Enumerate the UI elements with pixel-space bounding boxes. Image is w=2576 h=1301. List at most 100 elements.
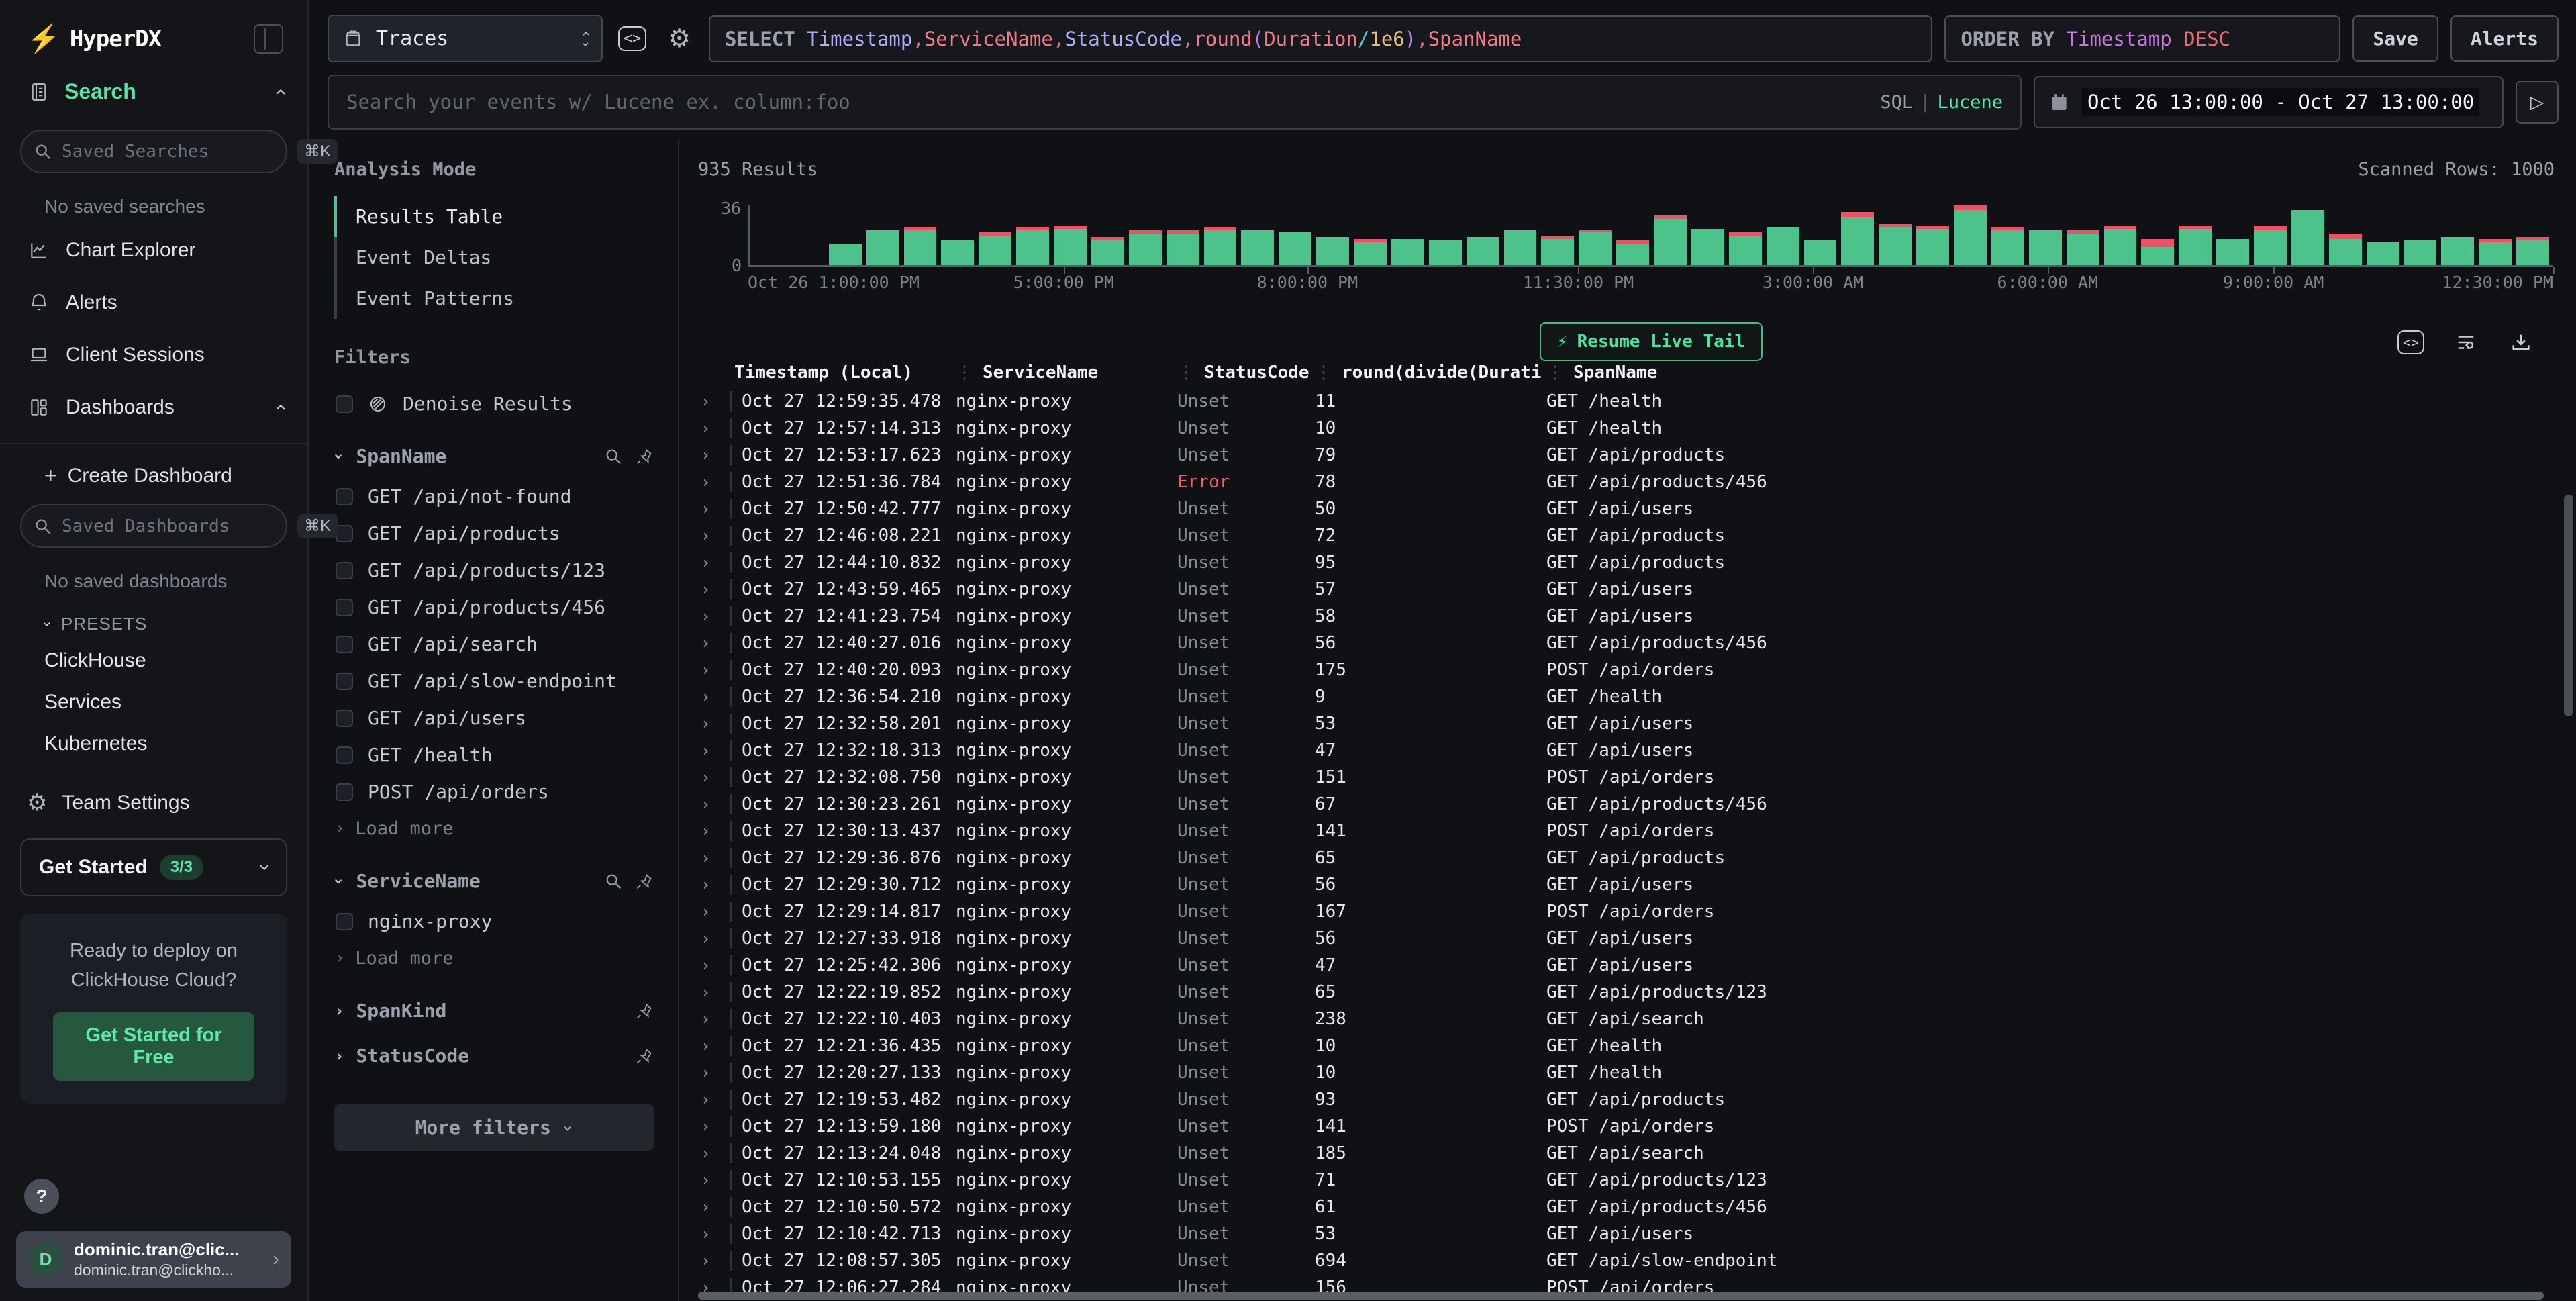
row-expand-icon[interactable]: › [697,1224,730,1243]
chart-bar[interactable] [1691,205,1724,265]
checkbox[interactable] [336,525,353,542]
row-expand-icon[interactable]: › [697,1090,730,1109]
row-expand-icon[interactable]: › [697,446,730,465]
vertical-scrollbar[interactable] [2564,495,2575,1301]
filter-option[interactable]: nginx-proxy [334,903,654,940]
presets-toggle[interactable]: › PRESETS [0,599,307,640]
row-expand-icon[interactable]: › [697,473,730,491]
filter-group-spankind[interactable]: ›SpanKind [334,1000,654,1022]
table-row[interactable]: ›Oct 27 12:59:35.478 PMnginx-proxyUnset1… [697,388,2556,415]
chart-bar[interactable] [1467,205,1499,265]
pin-icon[interactable] [635,1002,654,1020]
select-query-editor[interactable]: SELECT Timestamp,ServiceName,StatusCode,… [709,15,1932,62]
row-expand-icon[interactable]: › [697,1144,730,1163]
event-search-box[interactable]: SQL|Lucene [328,75,2022,130]
row-expand-icon[interactable]: › [697,607,730,626]
source-settings-button[interactable]: ⚙ [662,21,697,56]
chart-bar[interactable] [2179,205,2212,265]
search-icon[interactable] [604,872,623,891]
filter-option[interactable]: GET /api/users [334,700,654,736]
row-expand-icon[interactable]: › [697,553,730,572]
save-button[interactable]: Save [2352,15,2438,62]
analysis-mode-option[interactable]: Event Patterns [334,278,654,319]
resume-live-tail-button[interactable]: ⚡ Resume Live Tail [1540,322,1763,361]
checkbox[interactable] [336,395,353,413]
pin-icon[interactable] [635,447,654,466]
row-expand-icon[interactable]: › [697,956,730,975]
sql-toggle[interactable]: SQL [1880,92,1913,113]
row-expand-icon[interactable]: › [697,1063,730,1082]
sql-code-button[interactable]: <> [615,21,650,56]
analysis-mode-option[interactable]: Event Deltas [334,237,654,278]
horizontal-scrollbar[interactable] [698,1292,2563,1300]
filter-option[interactable]: GET /api/search [334,626,654,663]
column-header[interactable]: ⋮ServiceName [952,363,1173,383]
chart-bar[interactable] [2329,205,2362,265]
row-expand-icon[interactable]: › [697,580,730,599]
create-dashboard-button[interactable]: + Create Dashboard [0,454,307,495]
chart-bar[interactable] [2254,205,2287,265]
table-row[interactable]: ›Oct 27 12:30:13.437 PMnginx-proxyUnset1… [697,818,2556,845]
run-query-button[interactable]: ▷ [2516,81,2559,124]
table-row[interactable]: ›Oct 27 12:08:57.305 PMnginx-proxyUnset6… [697,1247,2556,1274]
lucene-toggle[interactable]: Lucene [1937,92,2003,113]
row-expand-icon[interactable]: › [697,1037,730,1055]
search-icon[interactable] [604,447,623,466]
table-row[interactable]: ›Oct 27 12:10:42.713 PMnginx-proxyUnset5… [697,1220,2556,1247]
row-expand-icon[interactable]: › [697,1171,730,1190]
table-row[interactable]: ›Oct 27 12:20:27.133 PMnginx-proxyUnset1… [697,1059,2556,1086]
chart-bar[interactable] [1616,205,1649,265]
chart-bar[interactable] [1316,205,1349,265]
table-row[interactable]: ›Oct 27 12:32:58.201 PMnginx-proxyUnset5… [697,710,2556,737]
sidebar-item-search[interactable]: Search › [0,60,307,120]
chart-bar[interactable] [1879,205,1912,265]
table-row[interactable]: ›Oct 27 12:32:18.313 PMnginx-proxyUnset4… [697,737,2556,764]
get-started-free-button[interactable]: Get Started for Free [53,1012,255,1081]
view-source-button[interactable]: <> [2393,325,2428,360]
saved-searches-input[interactable]: ⌘K [20,130,287,173]
source-select[interactable]: Traces ›› [328,15,603,62]
table-row[interactable]: ›Oct 27 12:50:42.777 PMnginx-proxyUnset5… [697,495,2556,522]
table-row[interactable]: ›Oct 27 12:40:20.093 PMnginx-proxyUnset1… [697,657,2556,683]
chart-bar[interactable] [2479,205,2512,265]
row-expand-icon[interactable]: › [697,983,730,1002]
load-more-button[interactable]: ›Load more [334,940,654,977]
pin-icon[interactable] [635,872,654,891]
checkbox[interactable] [336,599,353,616]
chart-bar[interactable] [1991,205,2024,265]
table-row[interactable]: ›Oct 27 12:22:19.852 PMnginx-proxyUnset6… [697,979,2556,1006]
filter-option[interactable]: GET /api/products [334,515,654,552]
chart-bar[interactable] [791,205,824,265]
row-expand-icon[interactable]: › [697,392,730,411]
chart-bar[interactable] [2516,205,2549,265]
table-row[interactable]: ›Oct 27 12:19:53.482 PMnginx-proxyUnset9… [697,1086,2556,1113]
filter-option[interactable]: GET /health [334,736,654,773]
chart-bar[interactable] [2291,205,2324,265]
chart-bar[interactable] [2104,205,2137,265]
chart-bar[interactable] [1016,205,1049,265]
filter-option[interactable]: GET /api/slow-endpoint [334,663,654,700]
checkbox[interactable] [336,673,353,690]
text-wrap-button[interactable] [2448,325,2483,360]
chevron-up-icon[interactable]: › [268,89,291,95]
checkbox[interactable] [336,562,353,579]
filter-option[interactable]: GET /api/products/123 [334,552,654,589]
row-expand-icon[interactable]: › [697,1251,730,1270]
sidebar-item-dashboards[interactable]: Dashboards › [0,381,307,434]
chart-bar[interactable] [904,205,937,265]
sidebar-item-chart-explorer[interactable]: Chart Explorer [0,224,307,277]
chart-bar[interactable] [754,205,787,265]
chart-bar[interactable] [1579,205,1612,265]
row-expand-icon[interactable]: › [697,875,730,894]
chart-bar[interactable] [979,205,1011,265]
row-expand-icon[interactable]: › [697,526,730,545]
more-filters-button[interactable]: More filters › [334,1104,654,1151]
row-expand-icon[interactable]: › [697,1010,730,1028]
download-icon[interactable] [2504,325,2538,360]
saved-dashboards-field[interactable] [62,516,288,536]
table-row[interactable]: ›Oct 27 12:22:10.403 PMnginx-proxyUnset2… [697,1006,2556,1032]
row-expand-icon[interactable]: › [697,741,730,760]
preset-item[interactable]: Kubernetes [0,723,307,765]
row-expand-icon[interactable]: › [697,795,730,814]
table-row[interactable]: ›Oct 27 12:32:08.750 PMnginx-proxyUnset1… [697,764,2556,791]
